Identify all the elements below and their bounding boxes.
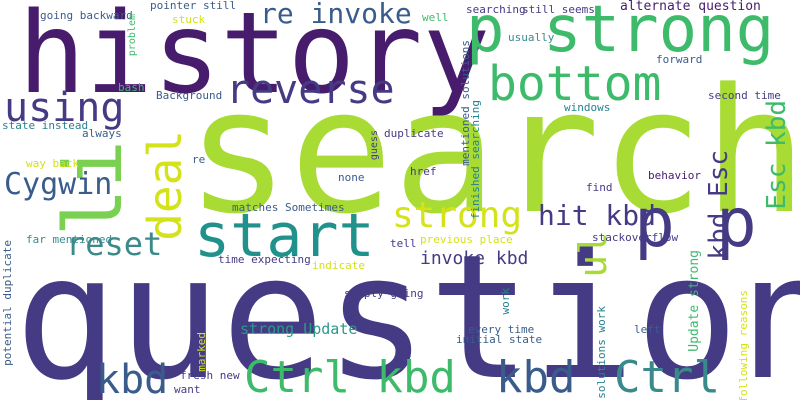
word-using: using [4,85,125,131]
word-none: none [338,171,365,184]
word-initial-state: initial state [456,333,543,346]
word-stackoverflow: stackoverflow [592,231,679,244]
word-kbd-1: kbd [96,357,169,400]
word-previous-place: previous place [420,233,513,246]
word-way-back: way back [26,157,79,170]
word-p-p: p p [634,184,757,263]
word-want: want [174,383,201,396]
word-still-seems: still seems [522,3,595,16]
word-search: search [186,51,800,252]
word-left: left [634,323,661,336]
word-update-strong: Update strong [687,250,702,352]
word-guess: guess [369,130,380,161]
word-ctrl-kbd: Ctrl kbd [244,352,456,400]
word-kbd-esc: kbd Esc [704,150,734,260]
word-always: always [82,127,122,140]
word-matches-sometimes: matches Sometimes [232,201,345,214]
word-going-backward: going backward [40,9,133,22]
word-question: question [14,217,800,400]
word-work: work [499,288,512,315]
word-every-time: every time [468,323,535,336]
word-searching: searching [466,3,526,16]
word-usually: usually [508,31,555,44]
word-background: Background [156,89,223,102]
word-bottom: bottom [488,56,662,112]
word-esc-kbd: Esc kbd [762,100,792,210]
word-well: well [422,11,449,24]
word-finished-searching: finished searching [469,100,482,220]
word-re-invoke: re invoke [260,0,412,30]
word-potential-duplicate: potential duplicate [1,240,14,366]
word-reset: reset [66,225,163,263]
word-duplicate: duplicate [384,127,444,140]
word-find: find [586,181,613,194]
word-stuck: stuck [172,13,206,26]
word-re: re [192,153,206,166]
word-invoke-kbd: invoke kbd [420,248,529,269]
word-kbd-2: kbd [496,352,576,400]
word-fresh-new: fresh new [180,369,240,382]
word-marked: marked [195,332,208,372]
word-ctrl: Ctrl [614,352,720,400]
word-tell: tell [390,237,417,250]
word-forward: forward [656,53,703,66]
word-simply-going: simply going [344,287,424,300]
word-following-reasons: following reasons [737,290,750,400]
word-indicate: indicate [312,259,365,272]
word-pointer-still: pointer still [150,0,237,12]
word-strong: strong [392,195,523,236]
word-problem: problem [127,14,138,57]
word-second-time: second time [708,89,781,102]
word-href: href [410,165,437,178]
word-history: history [18,0,491,119]
word-far-mentioned: far mentioned [26,233,113,246]
word-time-expecting: time expecting [218,253,311,266]
word-strong-update: strong Update [240,320,358,338]
word-windows: windows [564,101,611,114]
word-behavior: behavior [648,169,701,182]
word-solutions-work: solutions work [595,306,608,399]
word-alternate-question: alternate question [620,0,761,14]
word-hit-kbd: hit kbd [538,199,657,232]
word-state-instead: state instead [2,119,89,132]
word-p-strong: p strong [466,0,775,67]
word-cygwin: Cygwin [4,167,113,202]
word-start: start [194,201,375,271]
word-bash: bash [118,81,145,94]
word-reverse: reverse [226,67,395,113]
